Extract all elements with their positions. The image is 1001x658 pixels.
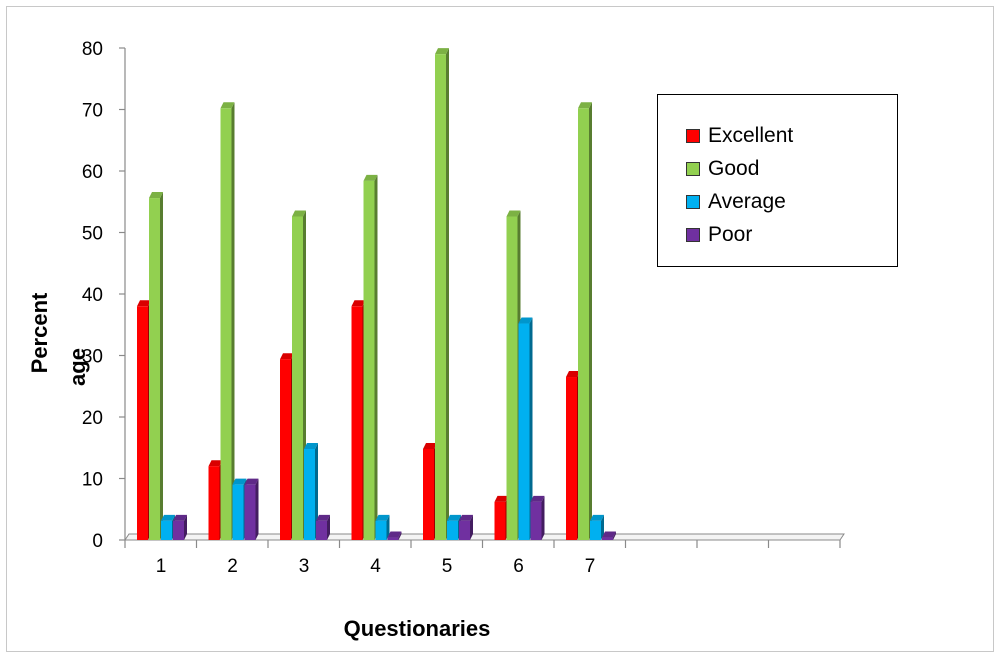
x-tick-label: 5 bbox=[442, 556, 453, 577]
bar-poor-q7 bbox=[602, 531, 616, 540]
bar-average-q7 bbox=[590, 514, 604, 540]
legend-label-poor: Poor bbox=[708, 223, 753, 246]
tick-labels: 0 10 20 30 40 50 60 70 80 1 2 3 4 5 6 7 bbox=[82, 39, 595, 577]
bar-average-q2 bbox=[232, 478, 247, 540]
x-tick-label: 3 bbox=[299, 556, 310, 577]
y-axis-title-line2: age bbox=[65, 348, 90, 386]
bar-average-q1 bbox=[161, 514, 175, 540]
bar-excellent-q7 bbox=[566, 371, 580, 540]
bar-average-q3 bbox=[304, 442, 318, 540]
bar-poor-q4 bbox=[387, 531, 402, 540]
bar-excellent-q3 bbox=[280, 353, 294, 540]
y-axis-title-line1: Percent bbox=[27, 292, 52, 373]
bar-average-q4 bbox=[375, 514, 390, 540]
bar-poor-q1 bbox=[173, 514, 187, 540]
y-tick-label: 40 bbox=[82, 285, 103, 306]
bar-poor-q2 bbox=[244, 478, 259, 540]
legend-swatch-average bbox=[686, 195, 700, 209]
bar-poor-q6 bbox=[530, 495, 545, 540]
bar-good-q6 bbox=[506, 210, 521, 540]
x-tick-label: 6 bbox=[513, 556, 524, 577]
y-tick-label: 0 bbox=[92, 531, 103, 552]
bar-average-q6 bbox=[518, 317, 533, 540]
bar-good-q4 bbox=[363, 174, 378, 540]
legend-item-poor: Poor bbox=[686, 222, 752, 248]
bar-excellent-q6 bbox=[494, 495, 509, 540]
y-tick-label: 60 bbox=[82, 162, 103, 183]
x-tick-label: 2 bbox=[227, 556, 238, 577]
y-tick-label: 70 bbox=[82, 101, 103, 122]
bar-excellent-q1 bbox=[137, 300, 151, 540]
x-tick-label: 4 bbox=[370, 556, 381, 577]
bars bbox=[137, 48, 616, 541]
y-tick-label: 30 bbox=[82, 347, 103, 368]
legend-swatch-excellent bbox=[686, 129, 700, 143]
chart-frame bbox=[6, 6, 994, 652]
x-axis-title: Questionaries bbox=[344, 616, 491, 641]
legend: Excellent Good Average Poor bbox=[657, 94, 898, 267]
x-tick-label: 1 bbox=[156, 556, 167, 577]
bar-good-q1 bbox=[149, 192, 163, 540]
bar-excellent-q2 bbox=[208, 460, 223, 540]
legend-label-average: Average bbox=[708, 190, 786, 213]
bar-poor-q3 bbox=[316, 514, 330, 540]
legend-item-good: Good bbox=[686, 156, 759, 182]
bar-poor-q5 bbox=[459, 514, 473, 540]
bar-excellent-q4 bbox=[351, 300, 366, 540]
legend-item-excellent: Excellent bbox=[686, 123, 793, 149]
bar-good-q5 bbox=[435, 48, 449, 541]
bar-excellent-q5 bbox=[423, 442, 437, 540]
y-tick-label: 50 bbox=[82, 224, 103, 245]
y-tick-label: 80 bbox=[82, 39, 103, 60]
bar-good-q7 bbox=[578, 102, 592, 541]
legend-swatch-good bbox=[686, 162, 700, 176]
y-tick-label: 10 bbox=[82, 470, 103, 491]
legend-swatch-poor bbox=[686, 228, 700, 242]
legend-label-good: Good bbox=[708, 157, 760, 180]
legend-label-excellent: Excellent bbox=[708, 124, 794, 147]
bar-good-q2 bbox=[220, 102, 235, 541]
legend-item-average: Average bbox=[686, 189, 786, 215]
y-tick-label: 20 bbox=[82, 408, 103, 429]
bar-good-q3 bbox=[292, 210, 306, 540]
bar-average-q5 bbox=[447, 514, 461, 540]
x-tick-label: 7 bbox=[585, 556, 596, 577]
